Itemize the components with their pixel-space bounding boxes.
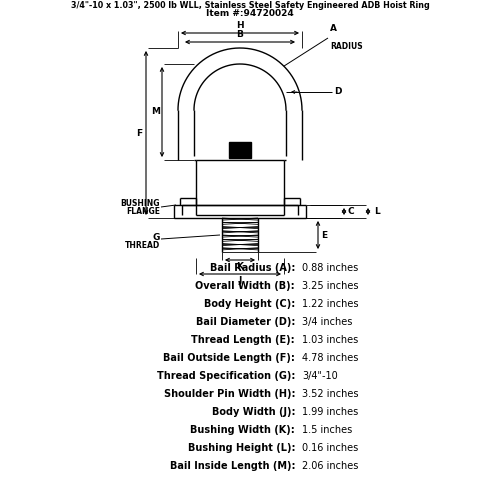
Text: Thread Specification (G):: Thread Specification (G): (156, 371, 295, 381)
Text: B: B (236, 30, 244, 39)
Text: Bail Radius (A):: Bail Radius (A): (210, 263, 295, 273)
Text: Item #:94720024: Item #:94720024 (206, 9, 294, 18)
Text: Bail Diameter (D):: Bail Diameter (D): (196, 317, 295, 327)
Text: Body Width (J):: Body Width (J): (212, 407, 295, 417)
Text: C: C (348, 207, 354, 216)
Text: E: E (321, 230, 327, 239)
Text: L: L (374, 207, 380, 216)
Text: 1.5 inches: 1.5 inches (302, 425, 352, 435)
Text: Shoulder Pin Width (H):: Shoulder Pin Width (H): (164, 389, 295, 399)
Text: M: M (151, 108, 160, 116)
Text: Bail Outside Length (F):: Bail Outside Length (F): (163, 353, 295, 363)
Text: 2.06 inches: 2.06 inches (302, 461, 358, 471)
Text: THREAD: THREAD (125, 240, 160, 250)
Text: RADIUS: RADIUS (330, 42, 362, 51)
Text: 1.99 inches: 1.99 inches (302, 407, 358, 417)
Text: 1.03 inches: 1.03 inches (302, 335, 358, 345)
Text: BUSHING: BUSHING (120, 198, 160, 207)
Text: 0.16 inches: 0.16 inches (302, 443, 358, 453)
Text: 3/4"-10: 3/4"-10 (302, 371, 338, 381)
Text: 3/4"-10 x 1.03", 2500 lb WLL, Stainless Steel Safety Engineered ADB Hoist Ring: 3/4"-10 x 1.03", 2500 lb WLL, Stainless … (70, 1, 430, 10)
Text: 3/4 inches: 3/4 inches (302, 317, 352, 327)
Text: Thread Length (E):: Thread Length (E): (192, 335, 295, 345)
Text: 3.52 inches: 3.52 inches (302, 389, 358, 399)
Text: A: A (330, 24, 337, 33)
Text: Overall Width (B):: Overall Width (B): (196, 281, 295, 291)
Text: G: G (152, 232, 160, 241)
Text: D: D (334, 88, 342, 96)
Text: Bushing Width (K):: Bushing Width (K): (190, 425, 295, 435)
Text: F: F (136, 128, 142, 138)
Text: K: K (236, 262, 244, 271)
Text: 0.88 inches: 0.88 inches (302, 263, 358, 273)
Text: 3.25 inches: 3.25 inches (302, 281, 358, 291)
Text: 4.78 inches: 4.78 inches (302, 353, 358, 363)
Bar (229, 142, 251, 158)
Text: Bail Inside Length (M):: Bail Inside Length (M): (170, 461, 295, 471)
Text: Bushing Height (L):: Bushing Height (L): (188, 443, 295, 453)
Text: J: J (238, 276, 242, 285)
Text: FLANGE: FLANGE (126, 206, 160, 216)
Text: H: H (236, 21, 244, 30)
Text: Body Height (C):: Body Height (C): (204, 299, 295, 309)
Text: 1.22 inches: 1.22 inches (302, 299, 358, 309)
